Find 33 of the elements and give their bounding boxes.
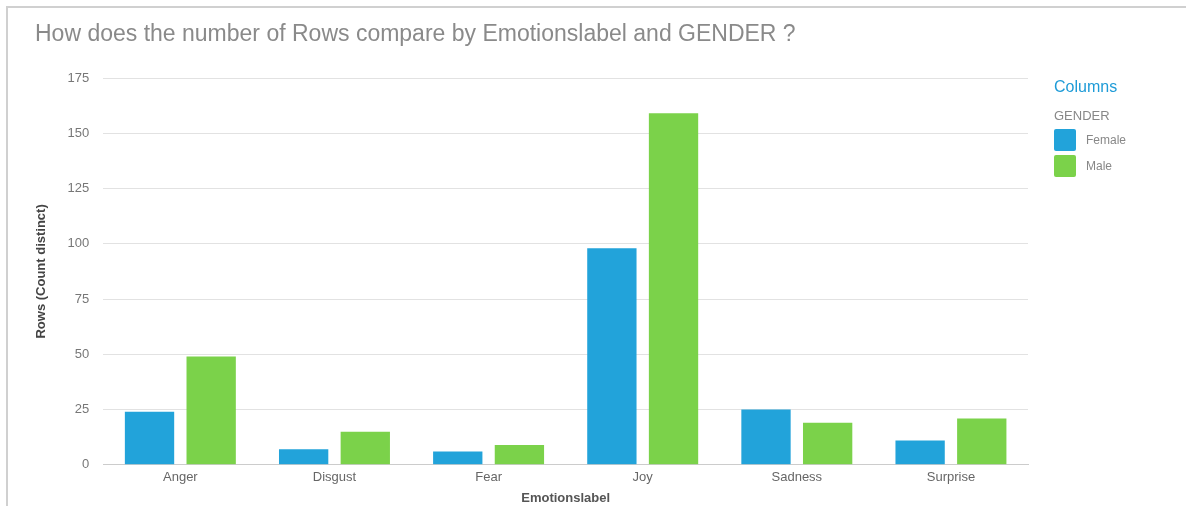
chart-title: How does the number of Rows compare by Emotionslabel and GENDER ? [35, 20, 796, 47]
y-tick-label: 75 [74, 290, 90, 306]
x-tick-label: Disgust [312, 469, 357, 485]
bar [895, 440, 945, 465]
bar [433, 451, 483, 465]
x-tick-label: Fear [475, 469, 503, 485]
x-tick-label: Anger [163, 469, 199, 485]
bar [494, 444, 545, 465]
bar [186, 356, 236, 465]
y-tick-label: 0 [82, 456, 90, 472]
y-tick-label: 50 [74, 345, 90, 361]
legend-label: Male [1086, 159, 1113, 173]
legend-title: GENDER [1054, 108, 1111, 123]
bar [278, 449, 329, 465]
y-tick-label: 175 [67, 69, 90, 85]
bar [587, 248, 637, 465]
y-tick-label: 125 [67, 180, 90, 196]
bar [802, 422, 853, 465]
bar [957, 418, 1007, 465]
y-tick-label: 25 [74, 401, 90, 417]
bar [124, 411, 175, 465]
text: Columns [1054, 78, 1119, 96]
y-tick-label: 100 [67, 235, 90, 251]
bar [648, 113, 699, 465]
bar [741, 409, 791, 465]
x-tick-label: Surprise [926, 469, 976, 485]
y-tick-label: 150 [67, 124, 90, 140]
x-tick-label: Sadness [771, 469, 823, 485]
x-axis-title: Emotionslabel [521, 489, 611, 505]
bar [340, 431, 390, 465]
legend-label: Female [1086, 133, 1127, 147]
x-tick-label: Joy [632, 469, 654, 485]
y-axis-title: Rows (Count distinct) [33, 204, 49, 339]
